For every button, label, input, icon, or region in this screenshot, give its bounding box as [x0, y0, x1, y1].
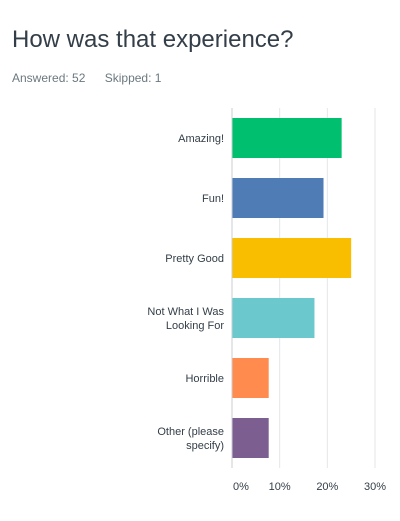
category-label-5: Other (please specify) [157, 426, 224, 452]
x-tick-label-0: 0% [233, 481, 249, 493]
bar-0 [232, 118, 342, 158]
bar-1 [232, 178, 324, 218]
category-label-2: Pretty Good [165, 253, 224, 265]
bar-3 [232, 298, 315, 338]
category-label-line: Other (please [157, 426, 224, 438]
bar-5 [232, 418, 269, 458]
answered-count: Answered: 52 [12, 71, 86, 85]
question-title: How was that experience? [12, 26, 294, 53]
category-label-line: Fun! [202, 193, 224, 205]
category-label-line: Pretty Good [165, 253, 224, 265]
category-label-line: Amazing! [178, 133, 224, 145]
category-label-line: Not What I Was [147, 306, 224, 318]
category-label-line: Horrible [185, 373, 224, 385]
category-label-line: specify) [186, 440, 224, 452]
x-tick-label-3: 30% [364, 481, 386, 493]
response-stats: Answered: 52 Skipped: 1 [12, 71, 161, 85]
x-tick-label-2: 20% [316, 481, 338, 493]
skipped-count: Skipped: 1 [104, 71, 162, 85]
x-tick-label-1: 10% [269, 481, 291, 493]
category-label-3: Not What I Was Looking For [147, 306, 224, 332]
category-label-1: Fun! [202, 193, 224, 205]
category-label-line: Looking For [166, 320, 224, 332]
category-label-4: Horrible [185, 373, 224, 385]
category-label-0: Amazing! [178, 133, 224, 145]
bar-2 [232, 238, 352, 278]
bar-4 [232, 358, 269, 398]
